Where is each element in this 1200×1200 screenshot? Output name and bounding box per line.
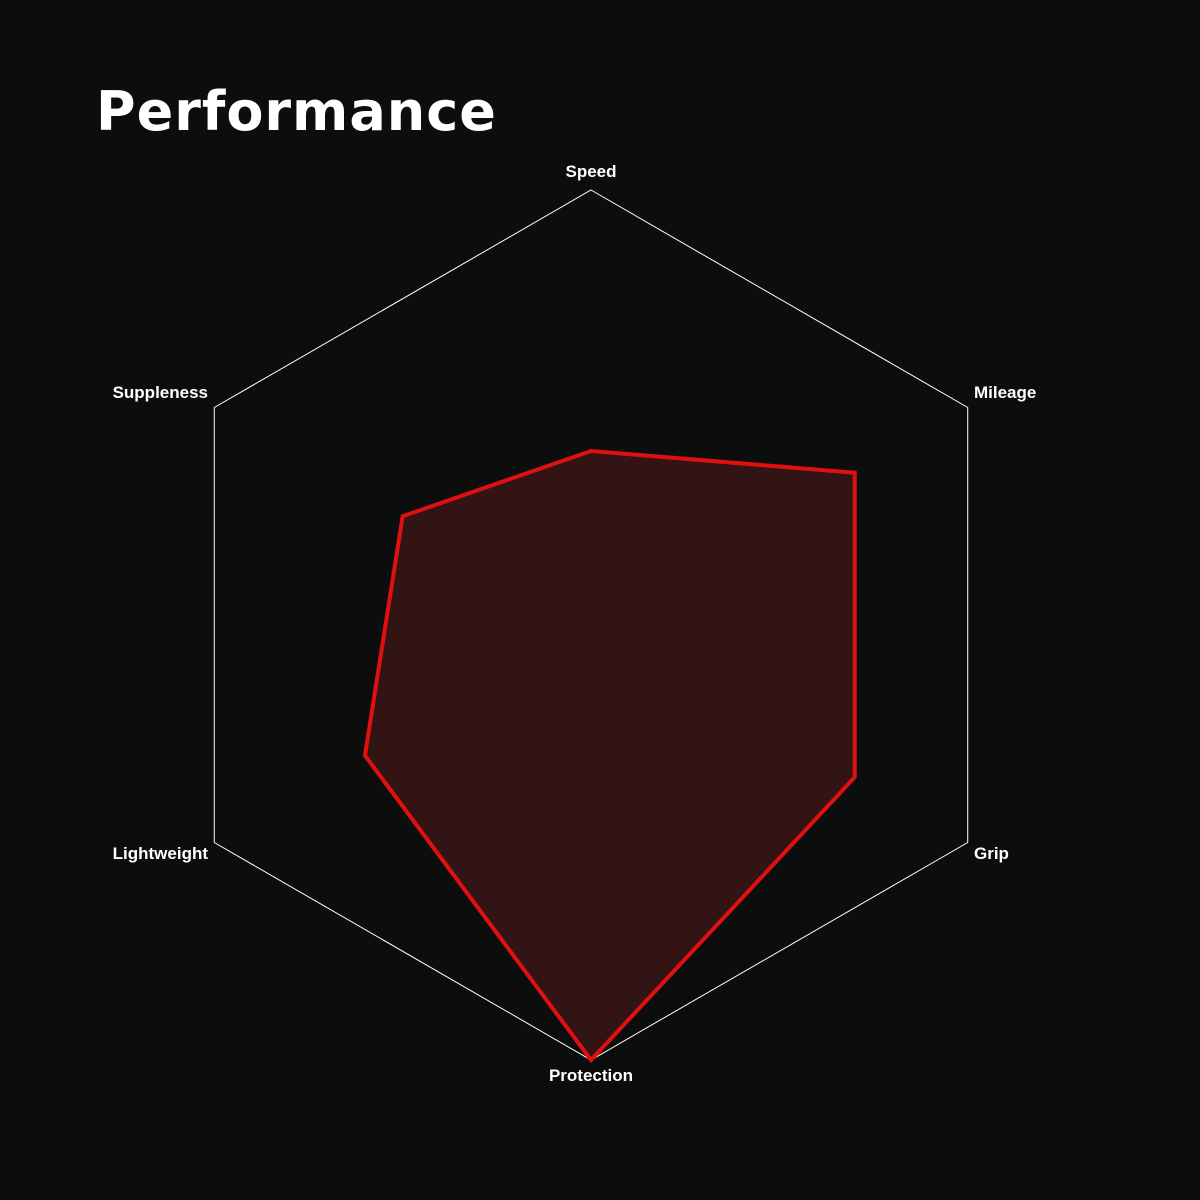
- axis-label-mileage: Mileage: [974, 383, 1036, 402]
- chart-title: Performance: [96, 80, 497, 143]
- axis-label-suppleness: Suppleness: [113, 383, 208, 402]
- axis-label-grip: Grip: [974, 844, 1009, 863]
- axis-label-protection: Protection: [549, 1066, 633, 1085]
- data-area: [362, 448, 857, 1064]
- axis-label-speed: Speed: [565, 162, 616, 181]
- axis-label-lightweight: Lightweight: [113, 844, 209, 863]
